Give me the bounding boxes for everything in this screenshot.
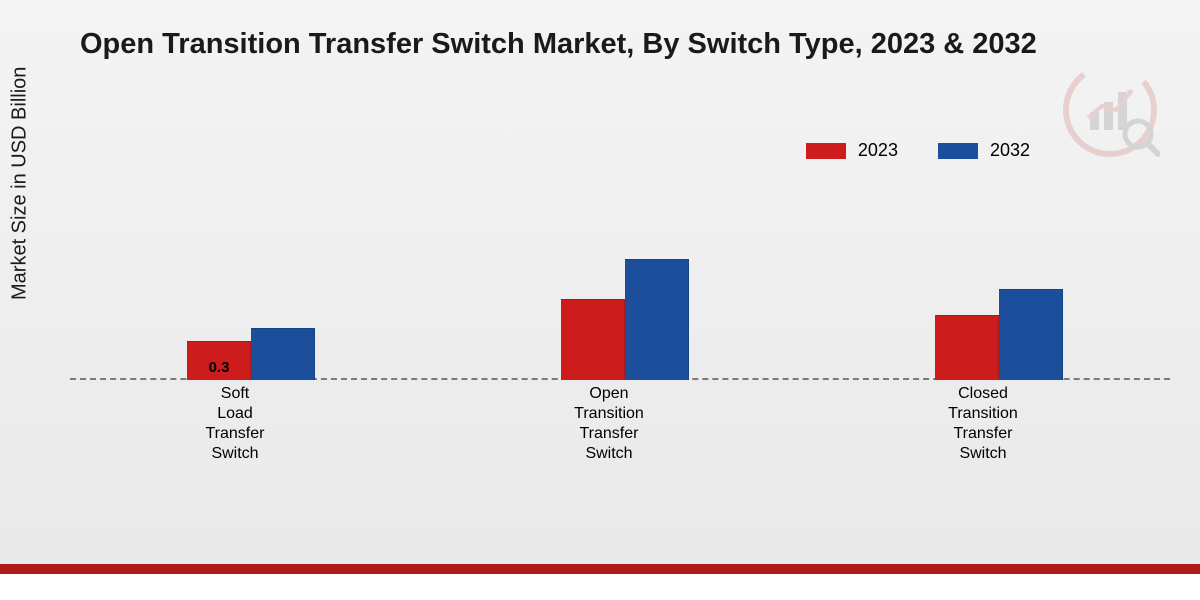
category-label-closed-transition: ClosedTransitionTransferSwitch <box>883 384 1083 464</box>
category-label-soft-load: SoftLoadTransferSwitch <box>135 384 335 464</box>
y-axis-label: Market Size in USD Billion <box>9 67 32 300</box>
watermark-logo <box>1060 60 1160 160</box>
legend-label-a: 2023 <box>858 140 898 161</box>
plot-area: 0.3 <box>70 180 1170 380</box>
chart-title: Open Transition Transfer Switch Market, … <box>80 28 1037 61</box>
legend-label-b: 2032 <box>990 140 1030 161</box>
category-label-open-transition: OpenTransitionTransferSwitch <box>509 384 709 464</box>
bar-value-label: 0.3 <box>209 359 230 380</box>
legend-item-2023: 2023 <box>806 140 898 161</box>
legend-swatch-b <box>938 143 978 159</box>
legend: 2023 2032 <box>806 140 1030 161</box>
footer-bar <box>0 564 1200 574</box>
legend-item-2032: 2032 <box>938 140 1030 161</box>
footer-white <box>0 574 1200 600</box>
legend-swatch-a <box>806 143 846 159</box>
